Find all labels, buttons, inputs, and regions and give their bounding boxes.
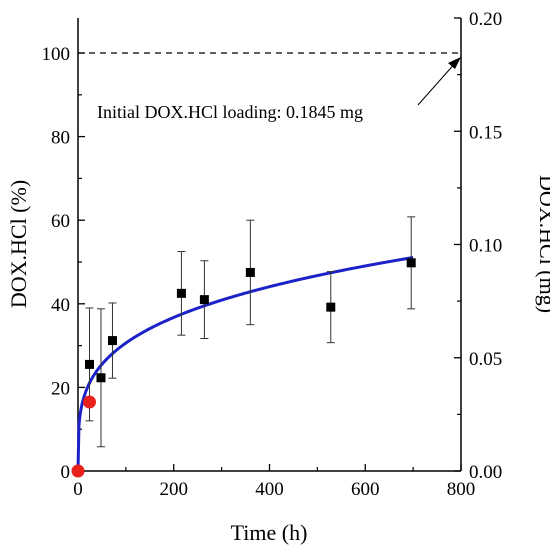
data-point-circle: [82, 395, 96, 409]
y-left-tick-label: 0: [61, 462, 71, 483]
data-point-square: [84, 359, 94, 369]
x-tick-label: 600: [351, 479, 380, 500]
data-point-circle: [71, 464, 85, 478]
y-left-tick-label: 40: [51, 295, 70, 316]
y-right-tick-label: 0.00: [469, 462, 502, 483]
y-left-tick-label: 80: [51, 128, 70, 149]
data-point-square: [199, 295, 209, 305]
y-right-tick-label: 0.05: [469, 349, 502, 370]
initial-loading-annotation: Initial DOX.HCl loading: 0.1845 mg: [97, 102, 363, 122]
data-point-square: [245, 267, 255, 277]
y-left-tick-label: 100: [42, 44, 71, 65]
x-tick-label: 0: [73, 479, 83, 500]
fit-curve: [76, 256, 414, 472]
y-left-tick-label: 60: [51, 211, 70, 232]
data-point-square: [326, 302, 336, 312]
x-tick-label: 200: [160, 479, 189, 500]
fit-curve-layer: [76, 256, 414, 472]
y-axis-right-title: DOX.HCl (mg): [535, 175, 550, 313]
tick-labels: 0 200 400 600 800 0 20 40 60 80 100 0.00 0.05 0.10 0.1…: [42, 9, 503, 500]
data-point-square: [406, 258, 416, 268]
data-points-layer: [71, 258, 416, 478]
annotation-arrow: [417, 60, 458, 106]
y-left-tick-label: 20: [51, 378, 70, 399]
y-right-tick-label: 0.10: [469, 236, 502, 257]
axis-ticks: [77, 17, 462, 472]
data-point-square: [107, 336, 117, 346]
y-axis-left-title: DOX.HCl (%): [6, 180, 31, 308]
x-tick-label: 800: [447, 479, 476, 500]
data-point-square: [176, 288, 186, 298]
x-axis-title: Time (h): [231, 520, 308, 545]
y-right-tick-label: 0.20: [469, 9, 502, 30]
annotation-arrowhead: [448, 57, 461, 69]
x-tick-label: 400: [255, 479, 284, 500]
data-point-square: [96, 373, 106, 383]
y-right-tick-label: 0.15: [469, 122, 502, 143]
